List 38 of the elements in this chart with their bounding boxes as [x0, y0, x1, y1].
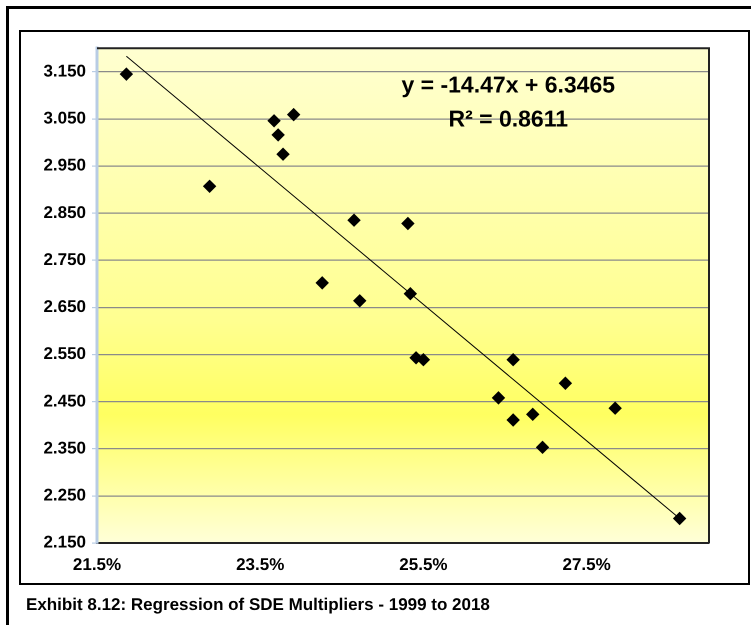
point: [416, 353, 430, 366]
annotation: R² = 0.8611: [448, 106, 568, 132]
point: [506, 353, 520, 366]
annotation: y = -14.47x + 6.3465: [401, 72, 616, 98]
y-tick-label: 2.350: [43, 438, 86, 458]
point: [492, 391, 505, 404]
text: Exhibit 8.12: Regression of SDE Multipliers - 1999 to 2018: [26, 595, 490, 615]
point: [316, 276, 329, 290]
point: [536, 440, 550, 454]
point: [120, 68, 133, 81]
x-tick-label: 21.5%: [72, 554, 122, 574]
y-tick-label: 2.550: [43, 344, 86, 364]
point: [404, 287, 417, 300]
point: [287, 108, 300, 122]
point: [272, 128, 285, 142]
x-tick-label: 23.5%: [236, 554, 284, 574]
point: [353, 294, 366, 308]
point: [401, 217, 414, 230]
y-tick-label: 2.950: [43, 156, 86, 175]
point: [506, 414, 520, 427]
y-tick-label: 3.150: [43, 61, 86, 80]
x-tick-label: 27.5%: [562, 554, 611, 574]
y-tick-label: 2.750: [43, 250, 86, 269]
x-tick-label: 25.5%: [399, 554, 448, 574]
point: [268, 114, 281, 128]
y-tick-label: 2.650: [43, 297, 86, 316]
y-tick-label: 2.450: [43, 391, 86, 410]
y-tick-label: 2.150: [43, 532, 86, 552]
y-tick-label: 2.250: [43, 486, 86, 505]
point: [558, 376, 572, 390]
point: [673, 512, 686, 525]
point: [348, 214, 361, 227]
y-tick-label: 2.850: [43, 202, 86, 222]
point: [276, 148, 290, 161]
point: [608, 402, 622, 415]
y-tick-label: 3.050: [43, 108, 86, 128]
point: [203, 180, 216, 193]
point: [526, 408, 540, 421]
